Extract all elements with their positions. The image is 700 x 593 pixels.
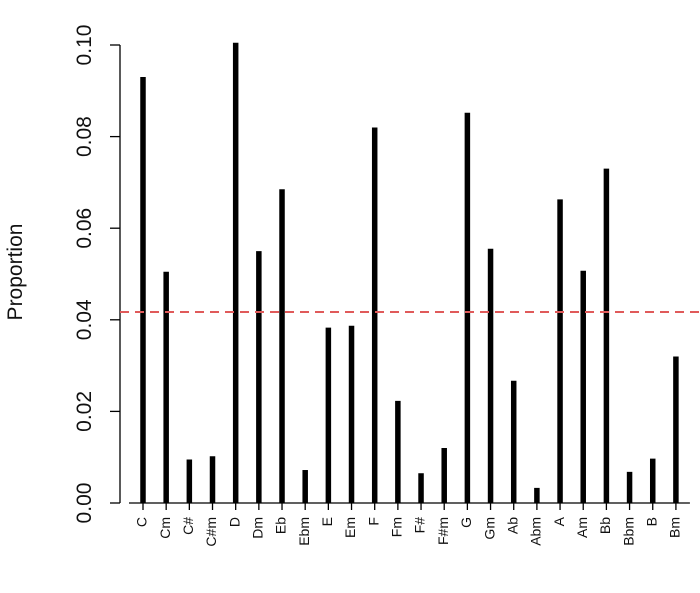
x-tick-label: F — [365, 517, 381, 526]
y-tick-label: 0.10 — [73, 25, 96, 66]
x-tick-label: Em — [342, 517, 358, 538]
x-tick-label: A — [551, 516, 567, 526]
y-tick-label: 0.02 — [73, 391, 96, 432]
x-tick-label: G — [458, 517, 474, 528]
x-tick-label: E — [319, 517, 335, 526]
x-tick-label: Cm — [157, 517, 173, 539]
x-tick-label: Dm — [250, 517, 266, 539]
x-tick-label: Bm — [667, 517, 683, 538]
x-tick-label: Abm — [528, 517, 544, 546]
x-tick-label: F#m — [435, 517, 451, 545]
x-tick-label: C — [134, 517, 150, 527]
x-axis: C Cm C# C#m D Dm Eb Ebm E Em F Fm F# F#m G Gm Ab Abm A Am Bb… — [134, 503, 683, 547]
x-tick-label: Eb — [273, 517, 289, 534]
y-tick-label: 0.04 — [73, 299, 96, 340]
bars — [140, 42, 679, 503]
x-tick-label: Bb — [597, 517, 613, 534]
x-tick-label: D — [226, 517, 242, 527]
y-tick-label: 0.08 — [73, 116, 96, 157]
x-tick-label: C#m — [203, 517, 219, 547]
x-tick-label: Ebm — [296, 517, 312, 546]
y-tick-label: 0.06 — [73, 208, 96, 249]
x-tick-label: B — [643, 517, 659, 526]
x-tick-label: Gm — [481, 517, 497, 540]
x-tick-label: F# — [412, 517, 428, 534]
y-axis-title: Proportion — [4, 224, 27, 321]
x-tick-label: Fm — [389, 517, 405, 537]
x-tick-label: C# — [180, 517, 196, 535]
x-tick-label: Bbm — [620, 517, 636, 546]
y-tick-label: 0.00 — [73, 483, 96, 524]
y-axis: 0.00 0.02 0.04 0.06 0.08 0.10 — [73, 25, 121, 524]
x-tick-label: Am — [574, 517, 590, 538]
x-tick-label: Ab — [504, 517, 520, 534]
